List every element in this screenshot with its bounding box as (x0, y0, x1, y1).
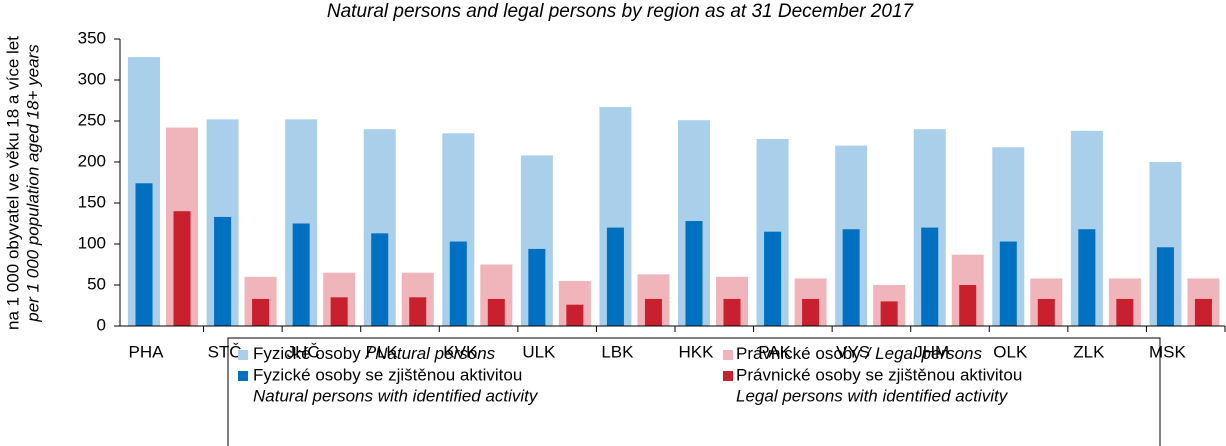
bar (1194, 298, 1212, 326)
bar (959, 285, 977, 326)
bar (449, 241, 467, 326)
bar (1156, 247, 1174, 326)
legend-name: Fyzické osoby (253, 344, 361, 363)
y-tick-label: 200 (78, 151, 106, 170)
legend-swatch (238, 350, 248, 360)
legend-name-en: / Legal persons (865, 344, 983, 363)
legend-label-en: Legal persons with identified activity (736, 386, 1009, 405)
chart-subtitle: Natural persons and legal persons by reg… (327, 1, 915, 22)
bar (1078, 229, 1096, 326)
legend-label: Právnické osoby se zjištěnou aktivitou (736, 365, 1022, 384)
x-tick-label: LBK (601, 342, 634, 361)
y-axis-label-en: per 1 000 population aged 18+ years (23, 44, 42, 323)
bar (1037, 298, 1055, 326)
bar (371, 233, 389, 326)
y-tick-label: 150 (78, 192, 106, 211)
legend-swatch (723, 371, 733, 381)
y-tick-label: 50 (87, 274, 106, 293)
bar (214, 216, 232, 326)
x-tick-label: PAK (758, 342, 791, 361)
y-tick-label: 0 (97, 315, 106, 334)
bar (487, 298, 505, 326)
x-tick-label: STČ (208, 342, 242, 361)
legend-label: Fyzické osoby / Natural persons (253, 344, 496, 363)
bar (921, 227, 939, 326)
x-tick-label: ZLK (1073, 342, 1105, 361)
y-axis-label: na 1 000 obyvatel ve věku 18 a více let (3, 36, 22, 330)
bar (723, 298, 741, 326)
x-tick-label: PHA (129, 342, 165, 361)
bar (685, 221, 703, 326)
x-tick-label: MSK (1149, 342, 1187, 361)
x-tick-label: ULK (522, 342, 556, 361)
bar (292, 223, 310, 326)
y-tick-label: 300 (78, 69, 106, 88)
x-tick-label: OLK (993, 342, 1028, 361)
legend-swatch (723, 350, 733, 360)
x-tick-label: JHČ (287, 342, 320, 361)
bar (644, 298, 662, 326)
bar (409, 297, 427, 326)
y-tick-label: 250 (78, 110, 106, 129)
bar (999, 241, 1017, 326)
bar (880, 301, 898, 326)
x-tick-label: VYS (836, 342, 870, 361)
legend-label: Fyzické osoby se zjištěnou aktivitou (253, 365, 522, 384)
bar (173, 211, 191, 326)
bar (330, 297, 348, 326)
bar (1116, 298, 1134, 326)
legend-box (227, 337, 1161, 446)
x-tick-label: KVK (443, 342, 478, 361)
bar (252, 298, 270, 326)
bar (135, 183, 153, 326)
bar (528, 248, 546, 326)
legend-label-en: Natural persons with identified activity (253, 386, 539, 405)
legend-label: Právnické osoby / Legal persons (736, 344, 982, 363)
bar (566, 304, 584, 326)
x-tick-label: HKK (679, 342, 715, 361)
bar (802, 298, 820, 326)
legend-name: Právnické osoby (736, 344, 861, 363)
y-tick-label: 350 (78, 28, 106, 47)
bar (606, 227, 624, 326)
legend-swatch (238, 371, 248, 381)
bar (842, 229, 860, 326)
y-tick-label: 100 (78, 233, 106, 252)
x-tick-label: JHM (914, 342, 949, 361)
x-tick-label: PLK (366, 342, 399, 361)
legend-name-en: / Natural persons (365, 344, 496, 363)
bar (764, 231, 782, 326)
